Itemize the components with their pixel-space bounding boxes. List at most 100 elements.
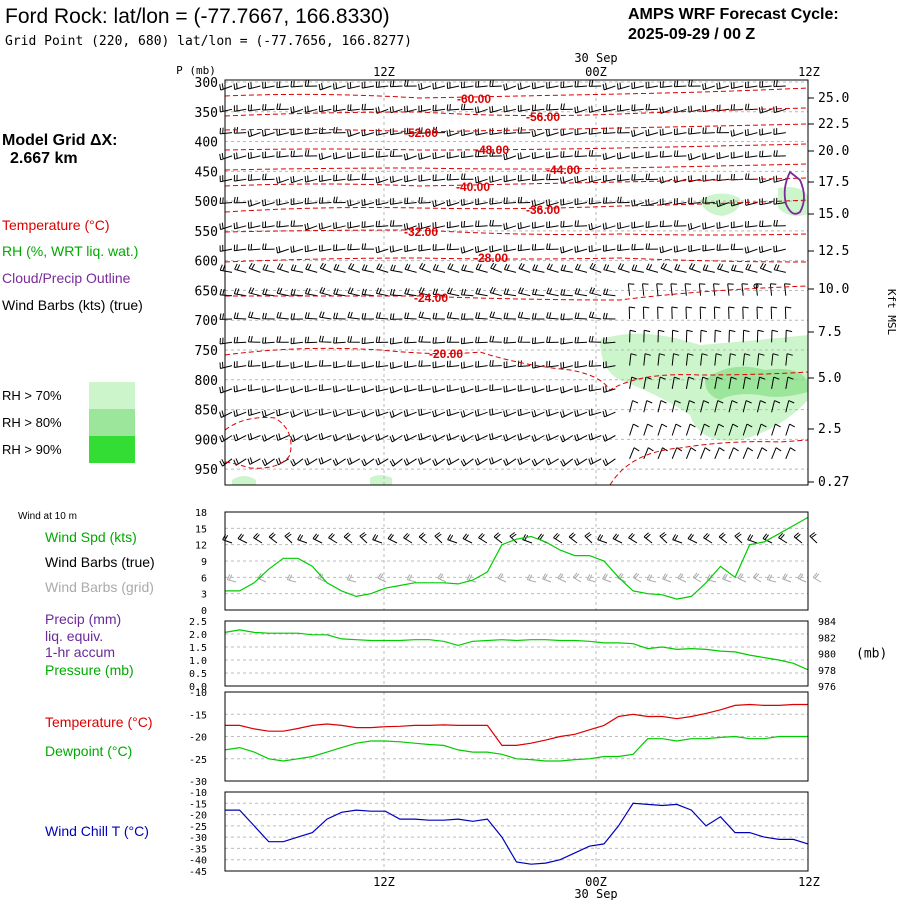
wind-barb <box>617 152 630 160</box>
wind-barb <box>404 336 417 344</box>
wind-barb <box>290 150 304 158</box>
wind-barb <box>778 532 788 544</box>
wind-barb <box>262 312 275 320</box>
wind-barb <box>503 434 517 442</box>
wind-barb <box>419 262 431 273</box>
wind-barb <box>617 244 630 252</box>
wind-barb <box>532 264 545 273</box>
panel-tick-label: 0.0 <box>189 682 207 693</box>
wind-barb <box>560 220 573 228</box>
wind-barb <box>333 196 346 204</box>
wind-barb <box>446 311 460 320</box>
wind-barb <box>730 243 744 251</box>
wind-barb <box>602 458 616 467</box>
wind-barb <box>603 244 616 252</box>
wind-barb <box>560 128 573 136</box>
temp-contour <box>224 177 809 187</box>
wind-barb <box>744 128 758 137</box>
wind-barb <box>418 360 431 367</box>
wind-barb <box>253 532 263 544</box>
wind-barb <box>432 337 446 344</box>
wind-barb <box>659 198 673 206</box>
temp-contour-label: -20.00 <box>429 347 463 361</box>
panel-tick-label: -15 <box>189 710 207 721</box>
wind-barb <box>489 105 502 114</box>
wind-barb <box>588 175 602 183</box>
temp-contour-label: -60.00 <box>457 92 491 106</box>
wind-barb <box>347 384 360 392</box>
wind-barb <box>517 244 531 252</box>
wind-barb <box>809 532 818 544</box>
wind-barb <box>347 199 360 207</box>
wind-barb <box>702 82 715 91</box>
temperature-panel: -10 -15 -20 -25 -30 Temperature (°C) Dewpoint … <box>45 688 809 788</box>
wind-barb <box>685 353 694 366</box>
wind-barb <box>333 361 346 369</box>
wind-barb <box>742 400 752 413</box>
wind-barb <box>742 353 751 366</box>
temp-contour-label: -48.00 <box>475 143 509 157</box>
wind-barb <box>717 263 730 273</box>
wind-barb <box>627 283 635 296</box>
wind-barb <box>233 288 247 297</box>
wind-barb <box>744 103 758 111</box>
wind-barb <box>685 376 695 389</box>
wind-barb <box>672 534 683 544</box>
wind-barb <box>659 220 673 228</box>
height-tick-label: 25.0 <box>818 91 849 106</box>
height-ticks: 25.0 22.5 20.0 17.5 15.0 12.5 10.0 7.5 5.0 2.5 0.2… <box>808 91 849 490</box>
wind-barb <box>503 83 517 91</box>
rh-area <box>232 476 256 485</box>
wind-barb <box>545 433 559 442</box>
wind-barb <box>418 311 431 320</box>
wind-barb <box>276 360 289 368</box>
wind-barb <box>657 400 667 413</box>
pressure-tick-label: 350 <box>195 106 218 121</box>
panel-tick-label: -20 <box>189 811 207 822</box>
wind-barb <box>643 353 651 366</box>
wind-barb <box>247 151 261 160</box>
wind-barb <box>531 199 545 207</box>
wind-barb <box>276 81 289 89</box>
wind-barb <box>574 409 588 417</box>
wind-barb <box>404 312 417 320</box>
wind-barb <box>588 127 602 135</box>
wind-barb <box>602 222 616 230</box>
wind-barb <box>389 361 403 369</box>
wind-barb <box>714 447 725 459</box>
wind-barb <box>700 329 708 343</box>
wind-barb <box>517 336 531 343</box>
wind-barb <box>517 82 531 90</box>
wind-barb <box>503 263 517 273</box>
wind-barb <box>276 176 289 184</box>
wind-barb <box>488 457 503 465</box>
wind-barb <box>219 222 233 230</box>
wind-barb <box>318 432 332 441</box>
wind-barb <box>642 283 649 296</box>
wind-barb <box>631 264 644 273</box>
wind-barb <box>404 385 417 393</box>
wind-barb <box>531 434 545 442</box>
wind-barb <box>403 153 417 161</box>
wind-barb <box>333 174 346 182</box>
wind-barb <box>503 288 517 297</box>
panel-tick-label: 9 <box>201 557 207 568</box>
wind-barb <box>276 409 289 417</box>
wind-barb <box>699 306 707 320</box>
wind-barb <box>489 150 502 157</box>
wind-barb <box>404 197 417 205</box>
wind-barb <box>489 360 502 367</box>
wind-barb <box>375 384 389 393</box>
wind-barb <box>233 336 247 344</box>
wind-barb <box>645 151 659 159</box>
wind-barb <box>234 263 247 273</box>
wind-barb <box>248 384 261 392</box>
wind-barb <box>560 313 573 320</box>
wind-barb <box>262 243 275 250</box>
wind-barb <box>347 173 360 181</box>
wind-barb <box>574 458 588 466</box>
wind-barb <box>318 408 332 416</box>
panel-tick-label: 0.5 <box>189 669 207 680</box>
wind-barb <box>233 174 247 182</box>
